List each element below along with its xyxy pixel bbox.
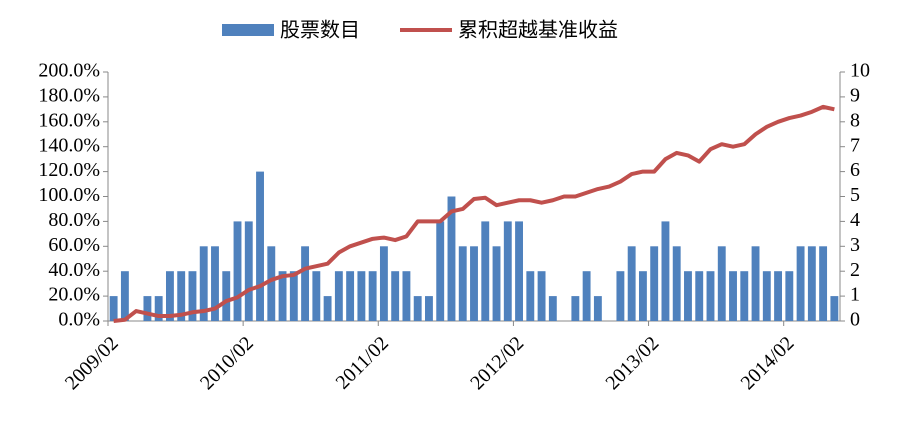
legend-label: 累积超越基准收益 xyxy=(458,18,618,42)
bar xyxy=(830,296,839,321)
bar xyxy=(334,271,343,321)
y2-tick-label: 5 xyxy=(850,184,860,206)
bar xyxy=(177,271,186,321)
y2-tick-label: 9 xyxy=(850,84,860,106)
bar xyxy=(357,271,366,321)
bar xyxy=(211,246,219,321)
bar xyxy=(425,296,433,321)
bar xyxy=(346,271,355,321)
y-tick-label: 200.0% xyxy=(38,60,100,82)
bar xyxy=(819,246,828,321)
bar xyxy=(650,246,659,321)
bar xyxy=(323,296,332,321)
bar xyxy=(638,271,647,321)
bar xyxy=(661,221,670,321)
legend-label: 股票数目 xyxy=(280,18,360,42)
bar xyxy=(188,271,197,321)
y-tick-label: 80.0% xyxy=(48,209,100,231)
bar xyxy=(695,271,704,321)
bar xyxy=(481,221,490,321)
x-tick-label: 2011/02 xyxy=(332,332,393,393)
y-tick-label: 0.0% xyxy=(58,309,100,331)
bar xyxy=(807,246,816,321)
bar xyxy=(515,221,523,321)
bar xyxy=(706,271,715,321)
bar xyxy=(165,271,174,321)
bar xyxy=(109,296,118,321)
bar xyxy=(278,271,287,321)
bar xyxy=(120,271,129,321)
bar xyxy=(537,271,546,321)
y2-tick-label: 3 xyxy=(850,234,860,256)
bar xyxy=(143,296,152,321)
bar xyxy=(717,246,726,321)
bar xyxy=(672,246,681,321)
y2-tick-label: 2 xyxy=(850,259,860,281)
y2-tick-label: 8 xyxy=(850,109,860,131)
bar xyxy=(413,296,422,321)
bar xyxy=(368,271,377,321)
bar xyxy=(751,246,760,321)
bar xyxy=(301,246,310,321)
bar xyxy=(627,246,636,321)
y2-tick-label: 4 xyxy=(850,209,860,231)
bar xyxy=(436,221,445,321)
bar xyxy=(582,271,591,321)
y-tick-label: 60.0% xyxy=(48,234,100,256)
bar xyxy=(244,221,253,321)
bar xyxy=(796,246,805,321)
bar xyxy=(470,246,478,321)
bar xyxy=(762,271,771,321)
y2-tick-label: 0 xyxy=(850,309,860,331)
bar xyxy=(503,221,512,321)
y-tick-label: 120.0% xyxy=(38,159,100,181)
bar xyxy=(447,196,456,321)
bar xyxy=(571,296,580,321)
x-tick-label: 2009/02 xyxy=(61,332,123,394)
bar xyxy=(548,296,557,321)
bar xyxy=(391,271,400,321)
bar xyxy=(593,296,602,321)
bar xyxy=(154,296,163,321)
bar xyxy=(312,271,321,321)
bar xyxy=(729,271,737,321)
bar xyxy=(492,246,501,321)
bar xyxy=(402,271,411,321)
x-tick-label: 2010/02 xyxy=(196,332,258,394)
y-tick-label: 20.0% xyxy=(48,284,100,306)
line xyxy=(113,104,835,323)
x-tick-label: 2013/02 xyxy=(601,332,663,394)
y-tick-label: 140.0% xyxy=(38,134,100,156)
bar xyxy=(526,271,535,321)
legend-swatch xyxy=(222,24,274,36)
bar xyxy=(684,271,692,321)
bar xyxy=(785,271,794,321)
bar xyxy=(379,246,388,321)
bar xyxy=(222,271,231,321)
y-tick-label: 40.0% xyxy=(48,259,100,281)
y-tick-label: 180.0% xyxy=(38,84,100,106)
bar xyxy=(458,246,467,321)
y2-tick-label: 10 xyxy=(850,60,870,82)
bar xyxy=(289,271,298,321)
bar xyxy=(233,221,242,321)
y-tick-label: 100.0% xyxy=(38,184,100,206)
y2-tick-label: 1 xyxy=(850,284,860,306)
bar xyxy=(267,246,276,321)
y2-tick-label: 7 xyxy=(850,134,860,156)
bar xyxy=(256,171,264,321)
bar xyxy=(774,271,783,321)
x-tick-label: 2014/02 xyxy=(737,332,799,394)
bar xyxy=(616,271,625,321)
bar xyxy=(199,246,208,321)
x-tick-label: 2012/02 xyxy=(466,332,528,394)
bar xyxy=(740,271,749,321)
y2-tick-label: 6 xyxy=(850,159,860,181)
y-tick-label: 160.0% xyxy=(38,109,100,131)
